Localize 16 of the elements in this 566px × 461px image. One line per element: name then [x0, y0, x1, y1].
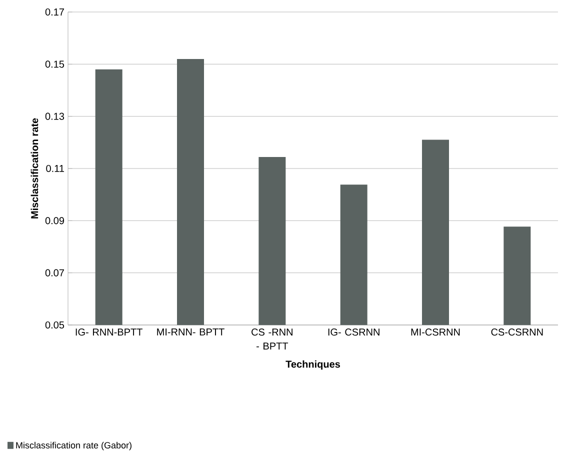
x-tick-label: MI-RNN- BPTT	[157, 328, 224, 336]
x-tick-label: IG- CSRNN	[328, 328, 380, 336]
x-tick-label: MI-CSRNN	[411, 328, 460, 336]
y-tick-label: 0.17	[45, 8, 64, 16]
y-tick-label: 0.13	[45, 112, 64, 120]
y-tick-label: 0.05	[45, 321, 64, 329]
y-axis-title: Misclassification rate	[30, 118, 38, 218]
x-tick-label: IG- RNN-BPTT	[76, 328, 142, 336]
x-tick-label: CS -RNN - BPTT	[252, 328, 292, 350]
y-tick-label: 0.11	[46, 164, 64, 172]
x-tick-label: CS-CSRNN	[491, 328, 543, 336]
y-tick-label: 0.15	[45, 60, 64, 68]
y-tick-label: 0.07	[45, 269, 64, 276]
legend-label: Misclassification rate (Gabor)	[16, 442, 132, 450]
y-tick-label: 0.09	[45, 217, 64, 224]
x-axis-title: Techniques	[286, 360, 340, 370]
